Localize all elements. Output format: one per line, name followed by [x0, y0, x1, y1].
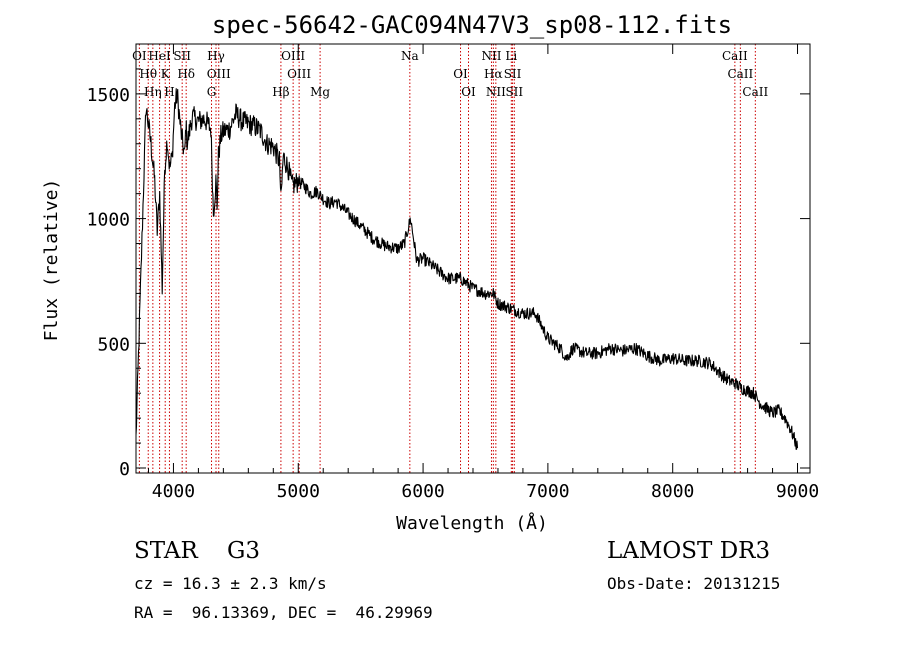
- x-tick-label: 5000: [277, 481, 320, 502]
- line-label-sii: SII: [505, 85, 523, 99]
- line-label-oiii: OIII: [207, 67, 231, 81]
- line-label-hβ: Hβ: [272, 85, 289, 99]
- line-label-na: Na: [401, 49, 419, 63]
- line-label-nii: NII: [481, 49, 501, 63]
- line-label-oi: OI: [453, 67, 468, 81]
- line-label-hα: Hα: [484, 67, 503, 81]
- plot-frame: [135, 43, 811, 474]
- x-axis-label: Wavelength (Å): [396, 512, 548, 534]
- line-label-g: G: [207, 85, 217, 99]
- spectrum-series-line: [136, 88, 799, 450]
- survey-name: LAMOST DR3: [607, 538, 771, 564]
- x-tick-label: 6000: [401, 481, 444, 502]
- ra-dec-coordinates: RA = 96.13369, DEC = 46.29969: [134, 603, 433, 622]
- line-label-caii: CaII: [742, 85, 768, 99]
- line-label-k: K: [161, 67, 171, 81]
- observation-date: Obs-Date: 20131215: [607, 574, 781, 593]
- emission-line-labels: OI Hθ Hη HeI KH SII Hδ G Hγ OIII Hβ OIII OIII Mg Na OI O…: [132, 49, 768, 99]
- line-label-oiii: OIII: [287, 67, 311, 81]
- redshift-velocity: cz = 16.3 ± 2.3 km/s: [134, 574, 327, 593]
- line-label-hδ: Hδ: [177, 67, 195, 81]
- line-label-oi: OI: [461, 85, 476, 99]
- y-tick-label: 500: [97, 334, 130, 355]
- line-label-hγ: Hγ: [207, 49, 225, 63]
- y-tick-label: 0: [119, 459, 130, 480]
- x-tick-label: 7000: [526, 481, 569, 502]
- x-axis-ticks: 4000 5000 6000 7000 8000 9000: [147, 44, 819, 502]
- y-axis-ticks: 0 500 1000 1500: [87, 68, 810, 480]
- chart-title: spec-56642-GAC094N47V3_sp08-112.fits: [212, 11, 732, 39]
- line-label-caii: CaII: [727, 67, 753, 81]
- line-label-h: H: [164, 85, 174, 99]
- line-label-sii: SII: [504, 67, 522, 81]
- line-label-oiii: OIII: [281, 49, 305, 63]
- line-label-hθ: Hθ: [139, 67, 157, 81]
- emission-line-markers: [138, 44, 756, 473]
- line-label-sii: SII: [173, 49, 191, 63]
- line-label-hei: HeI: [148, 49, 171, 63]
- y-tick-label: 1000: [87, 210, 130, 231]
- x-tick-label: 8000: [651, 481, 694, 502]
- line-label-li: Li: [505, 49, 517, 63]
- line-label-caii: CaII: [722, 49, 748, 63]
- line-label-mg: Mg: [310, 85, 330, 99]
- x-tick-label: 9000: [776, 481, 819, 502]
- y-tick-label: 1500: [87, 85, 130, 106]
- line-label-hη: Hη: [144, 85, 162, 99]
- line-label-oi: OI: [132, 49, 147, 63]
- x-tick-label: 4000: [152, 481, 195, 502]
- y-axis-label: Flux (relative): [41, 179, 62, 342]
- line-label-nii: NII: [486, 85, 506, 99]
- object-classification: STAR G3: [134, 538, 261, 564]
